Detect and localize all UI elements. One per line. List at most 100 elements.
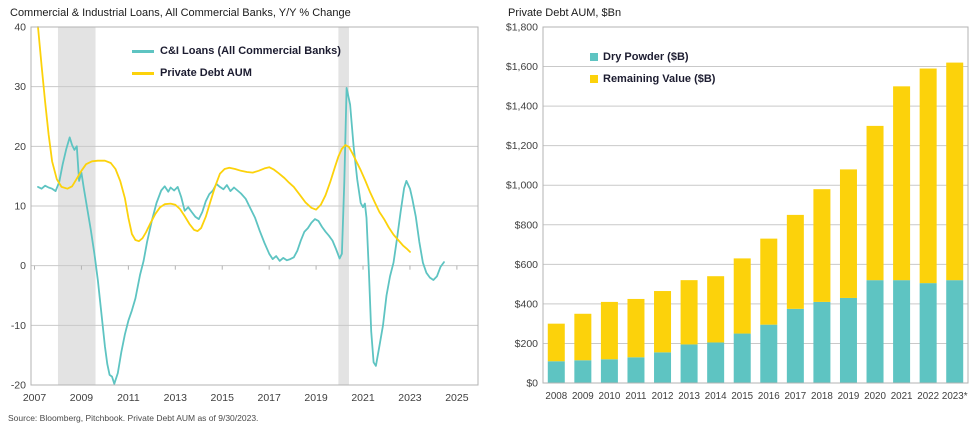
x-tick-label: 2012 bbox=[652, 391, 674, 402]
left-chart-legend: C&I Loans (All Commercial Banks) Private … bbox=[132, 40, 341, 84]
right-chart-legend: Dry Powder ($B) Remaining Value ($B) bbox=[590, 46, 715, 90]
x-tick-label: 2014 bbox=[705, 391, 727, 402]
bar-remaining-value bbox=[707, 276, 725, 343]
legend-item: C&I Loans (All Commercial Banks) bbox=[132, 40, 341, 62]
legend-swatch bbox=[590, 53, 598, 61]
bar-dry-powder bbox=[786, 308, 804, 383]
bar-dry-powder bbox=[547, 361, 565, 383]
bar-remaining-value bbox=[946, 62, 964, 281]
y-tick-label: 20 bbox=[14, 141, 26, 153]
legend-swatch bbox=[132, 49, 154, 53]
legend-label: Dry Powder ($B) bbox=[603, 51, 689, 63]
x-tick-label: 2013 bbox=[164, 392, 188, 404]
x-tick-label: 2022 bbox=[917, 391, 939, 402]
bar-remaining-value bbox=[813, 189, 831, 302]
legend-label: C&I Loans (All Commercial Banks) bbox=[160, 45, 341, 57]
x-tick-label: 2009 bbox=[572, 391, 594, 402]
bar-remaining-value bbox=[600, 301, 618, 360]
bar-remaining-value bbox=[866, 125, 884, 281]
bar-remaining-value bbox=[680, 280, 698, 345]
bar-remaining-value bbox=[654, 291, 672, 353]
x-tick-label: 2015 bbox=[731, 391, 753, 402]
legend-label: Remaining Value ($B) bbox=[603, 73, 716, 85]
x-tick-label: 2017 bbox=[784, 391, 806, 402]
bar-remaining-value bbox=[760, 238, 778, 325]
bar-dry-powder bbox=[946, 280, 964, 383]
bar-dry-powder bbox=[627, 357, 645, 383]
x-tick-label: 2023 bbox=[398, 392, 422, 404]
legend-swatch bbox=[590, 75, 598, 83]
left-chart-panel: Commercial & Industrial Loans, All Comme… bbox=[10, 7, 479, 404]
y-tick-label: $1,400 bbox=[506, 101, 538, 113]
y-tick-label: 0 bbox=[20, 260, 26, 272]
x-tick-label: 2010 bbox=[599, 391, 621, 402]
legend-item: Dry Powder ($B) bbox=[590, 46, 715, 68]
x-tick-label: 2008 bbox=[545, 391, 567, 402]
bar-dry-powder bbox=[707, 342, 725, 383]
legend-item: Private Debt AUM bbox=[132, 62, 341, 84]
y-tick-label: $1,200 bbox=[506, 140, 538, 152]
x-tick-label: 2009 bbox=[70, 392, 94, 404]
y-tick-label: $1,600 bbox=[506, 61, 538, 73]
bar-dry-powder bbox=[600, 359, 618, 383]
series-line bbox=[37, 26, 411, 253]
x-tick-label: 2020 bbox=[864, 391, 886, 402]
bar-dry-powder bbox=[919, 283, 937, 383]
left-chart-title: Commercial & Industrial Loans, All Comme… bbox=[10, 7, 351, 19]
x-tick-label: 2016 bbox=[758, 391, 780, 402]
bar-dry-powder bbox=[654, 352, 672, 383]
x-tick-label: 2023* bbox=[942, 391, 968, 402]
y-tick-label: -20 bbox=[11, 380, 26, 392]
right-chart-title: Private Debt AUM, $Bn bbox=[508, 7, 622, 19]
bar-remaining-value bbox=[627, 298, 645, 358]
y-tick-label: 10 bbox=[14, 201, 26, 213]
y-tick-label: 40 bbox=[14, 22, 26, 34]
bar-remaining-value bbox=[893, 86, 911, 281]
plot-border bbox=[542, 26, 969, 384]
bar-remaining-value bbox=[733, 258, 751, 334]
y-tick-label: $600 bbox=[515, 259, 539, 271]
right-chart-panel: Private Debt AUM, $Bn $0 $200 $400 $600 $800… bbox=[505, 0, 972, 428]
bar-remaining-value bbox=[547, 323, 565, 362]
x-tick-label: 2017 bbox=[257, 392, 281, 404]
bar-dry-powder bbox=[866, 280, 884, 383]
bar-remaining-value bbox=[786, 214, 804, 309]
bar-dry-powder bbox=[733, 333, 751, 383]
y-tick-label: $800 bbox=[515, 219, 539, 231]
bar-dry-powder bbox=[760, 324, 778, 383]
private-debt-aum-bar-chart: $0 $200 $400 $600 $800 $1,000 $1,200 $1,400 $1,6… bbox=[506, 22, 969, 402]
series-line bbox=[37, 87, 445, 385]
bar-dry-powder bbox=[574, 360, 592, 383]
x-tick-label: 2021 bbox=[891, 391, 913, 402]
plot-border bbox=[30, 26, 479, 386]
y-tick-label: $1,000 bbox=[506, 180, 538, 192]
bar-remaining-value bbox=[574, 313, 592, 361]
legend-item: Remaining Value ($B) bbox=[590, 68, 715, 90]
bar-dry-powder bbox=[813, 301, 831, 383]
x-tick-label: 2025 bbox=[445, 392, 469, 404]
bar-remaining-value bbox=[839, 169, 857, 298]
x-tick-label: 2019 bbox=[304, 392, 328, 404]
x-tick-label: 2018 bbox=[811, 391, 833, 402]
y-tick-label: 30 bbox=[14, 81, 26, 93]
bar-dry-powder bbox=[680, 344, 698, 383]
x-tick-label: 2011 bbox=[625, 391, 646, 402]
x-tick-label: 2013 bbox=[678, 391, 700, 402]
x-tick-label: 2021 bbox=[351, 392, 375, 404]
x-tick-label: 2011 bbox=[117, 392, 140, 404]
legend-label: Private Debt AUM bbox=[160, 67, 252, 79]
x-tick-label: 2007 bbox=[23, 392, 47, 404]
source-note: Source: Bloomberg, Pitchbook. Private De… bbox=[8, 413, 259, 423]
y-tick-label: $400 bbox=[515, 298, 539, 310]
legend-swatch bbox=[132, 71, 154, 75]
x-tick-label: 2015 bbox=[211, 392, 235, 404]
bar-remaining-value bbox=[919, 68, 937, 284]
x-tick-label: 2019 bbox=[838, 391, 860, 402]
bar-dry-powder bbox=[839, 297, 857, 383]
y-tick-label: $1,800 bbox=[506, 22, 538, 34]
bar-dry-powder bbox=[893, 280, 911, 383]
y-tick-label: $200 bbox=[515, 338, 539, 350]
y-tick-label: -10 bbox=[11, 320, 26, 332]
